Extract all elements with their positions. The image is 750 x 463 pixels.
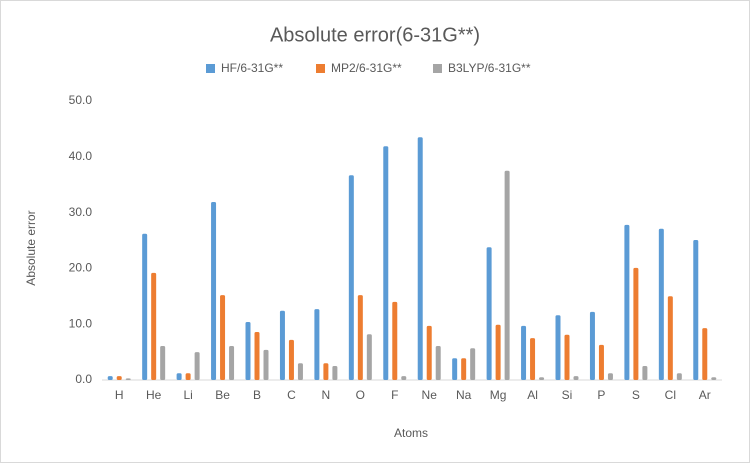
bar [323, 363, 329, 380]
y-tick-label: 40.0 [69, 149, 93, 163]
bar [607, 373, 613, 380]
legend-label: HF/6-31G** [221, 61, 283, 75]
x-tick-label: C [287, 388, 296, 402]
bar [598, 344, 604, 380]
bar [107, 376, 113, 380]
bar [452, 358, 458, 380]
bar [470, 348, 476, 380]
bar [383, 146, 389, 380]
bar [211, 201, 217, 380]
bar [495, 324, 501, 380]
bar [279, 310, 285, 380]
x-tick-label: Ar [699, 388, 711, 402]
bar [366, 334, 372, 380]
bar [564, 334, 570, 380]
bar [573, 376, 579, 380]
bar [288, 339, 294, 380]
bar [392, 301, 398, 380]
x-tick-label: O [356, 388, 365, 402]
bar [504, 170, 510, 380]
bar [160, 345, 166, 380]
bar [125, 378, 131, 380]
bar [624, 224, 630, 380]
x-tick-label: He [146, 388, 162, 402]
bar [176, 373, 182, 380]
x-tick-label: Na [456, 388, 472, 402]
x-tick-label: Si [562, 388, 573, 402]
x-tick-label: S [632, 388, 640, 402]
y-tick-label: 10.0 [69, 316, 93, 330]
x-tick-label: N [322, 388, 331, 402]
bar [693, 239, 699, 380]
bar [357, 295, 363, 380]
bar [185, 373, 191, 380]
bar [426, 325, 432, 380]
x-tick-label: Al [527, 388, 538, 402]
bar [194, 352, 200, 380]
bar [530, 338, 536, 380]
x-tick-label: Cl [665, 388, 676, 402]
x-tick-label: Li [183, 388, 192, 402]
y-tick-label: 0.0 [75, 372, 92, 386]
bar [401, 376, 407, 380]
bar [245, 321, 251, 380]
bar [658, 228, 664, 380]
bar [348, 175, 354, 380]
chart-title: Absolute error(6-31G**) [270, 24, 480, 46]
y-tick-label: 50.0 [69, 93, 93, 107]
bar [142, 233, 148, 380]
x-tick-label: Ne [422, 388, 438, 402]
bar [642, 366, 648, 380]
bar [521, 325, 527, 380]
x-tick-label: Be [215, 388, 230, 402]
legend-label: B3LYP/6-31G** [448, 61, 531, 75]
legend-label: MP2/6-31G** [331, 61, 402, 75]
bar [633, 267, 639, 380]
bar [332, 366, 338, 380]
bar [314, 309, 320, 380]
bar [116, 376, 122, 380]
bar [711, 377, 717, 380]
bar [589, 311, 595, 380]
bar [220, 295, 226, 380]
x-tick-label: Mg [490, 388, 507, 402]
bar [417, 137, 423, 380]
bar [297, 363, 303, 380]
y-tick-label: 30.0 [69, 205, 93, 219]
bar [461, 358, 467, 380]
bar [435, 345, 441, 380]
x-tick-label: B [253, 388, 261, 402]
bar [486, 247, 492, 380]
bar [676, 373, 682, 380]
legend-swatch [206, 64, 215, 73]
x-tick-label: P [597, 388, 605, 402]
y-axis-title: Absolute error [24, 210, 38, 285]
legend-swatch [433, 64, 442, 73]
bar [702, 328, 708, 380]
bar [229, 345, 235, 380]
bar [555, 315, 561, 380]
x-tick-label: F [391, 388, 398, 402]
y-tick-label: 20.0 [69, 261, 93, 275]
bar [263, 349, 269, 380]
x-axis-title: Atoms [394, 426, 428, 440]
bar [151, 272, 157, 380]
x-tick-label: H [115, 388, 124, 402]
bar [254, 332, 260, 380]
legend-swatch [316, 64, 325, 73]
bar [539, 377, 545, 380]
bar [667, 296, 673, 380]
